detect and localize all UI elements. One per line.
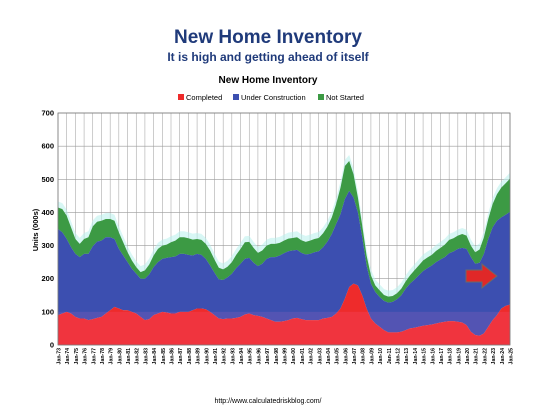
source-url: http://www.calculatedriskblog.com/ [214, 398, 322, 405]
x-tick-label: Jan-13 [404, 348, 410, 365]
x-tick-label: Jan-93 [230, 348, 236, 365]
forecast-arrow [465, 262, 498, 290]
page-subtitle: It is high and getting ahead of itself [167, 50, 369, 64]
x-tick-label: Jan-22 [482, 348, 488, 365]
y-tick-label: 700 [41, 109, 54, 118]
y-tick-label: 600 [41, 142, 54, 151]
x-tick-label: Jan-85 [161, 348, 167, 365]
x-tick-label: Jan-75 [74, 348, 80, 365]
x-tick-label: Jan-03 [317, 348, 323, 365]
x-tick-label: Jan-74 [65, 348, 71, 365]
x-tick-label: Jan-96 [256, 348, 262, 365]
x-tick-label: Jan-01 [300, 348, 306, 365]
x-tick-label: Jan-25 [509, 348, 515, 365]
legend-swatch-under-construction [233, 94, 239, 100]
x-tick-label: Jan-80 [117, 348, 123, 365]
x-tick-label: Jan-88 [187, 348, 193, 365]
legend-swatch-completed [178, 94, 184, 100]
x-tick-label: Jan-83 [143, 348, 149, 365]
y-tick-label: 400 [41, 208, 54, 217]
x-tick-label: Jan-90 [204, 348, 210, 365]
y-tick-label: 0 [50, 341, 54, 350]
legend-label-not-started: Not Started [326, 93, 364, 102]
page-title: New Home Inventory [174, 27, 362, 48]
x-tick-label: Jan-91 [213, 348, 219, 365]
legend-label-under-construction: Under Construction [241, 93, 306, 102]
x-tick-label: Jan-18 [448, 348, 454, 365]
x-tick-label: Jan-77 [91, 348, 97, 365]
x-tick-label: Jan-76 [83, 348, 89, 365]
x-tick-label: Jan-84 [152, 348, 158, 365]
x-tick-label: Jan-23 [491, 348, 497, 365]
x-tick-label: Jan-17 [439, 348, 445, 365]
x-tick-label: Jan-99 [283, 348, 289, 365]
legend-item-under-construction: Under Construction [233, 93, 306, 102]
x-tick-label: Jan-97 [265, 348, 271, 365]
x-tick-label: Jan-00 [291, 348, 297, 365]
x-tick-label: Jan-09 [369, 348, 375, 365]
legend-label-completed: Completed [186, 93, 222, 102]
x-tick-label: Jan-04 [326, 348, 332, 365]
legend-item-completed: Completed [178, 93, 222, 102]
y-axis-label: Units (000s) [31, 208, 40, 251]
x-tick-label: Jan-94 [239, 348, 245, 365]
legend: Completed Under Construction Not Started [178, 93, 364, 102]
x-tick-label: Jan-92 [222, 348, 228, 365]
x-tick-label: Jan-20 [465, 348, 471, 365]
legend-swatch-not-started [318, 94, 324, 100]
x-tick-label: Jan-07 [352, 348, 358, 365]
x-tick-label: Jan-24 [500, 348, 506, 365]
x-tick-label: Jan-87 [178, 348, 184, 365]
arrow-icon [465, 262, 498, 290]
x-tick-label: Jan-89 [196, 348, 202, 365]
y-tick-label: 500 [41, 175, 54, 184]
y-tick-label: 100 [41, 307, 54, 316]
area-under-construction [58, 190, 510, 336]
x-tick-label: Jan-15 [422, 348, 428, 365]
x-tick-label: Jan-19 [456, 348, 462, 365]
area-completed [58, 283, 510, 345]
chart-title: New Home Inventory [219, 75, 318, 86]
x-tick-label: Jan-73 [57, 348, 63, 365]
x-tick-label: Jan-12 [396, 348, 402, 365]
x-tick-label: Jan-10 [378, 348, 384, 365]
x-tick-label: Jan-08 [361, 348, 367, 365]
x-tick-label: Jan-02 [309, 348, 315, 365]
completed-highlight-band [58, 311, 510, 345]
legend-item-not-started: Not Started [318, 93, 364, 102]
y-tick-label: 200 [41, 274, 54, 283]
x-tick-label: Jan-79 [109, 348, 115, 365]
x-tick-label: Jan-06 [343, 348, 349, 365]
plot-area: 0 100 200 300 400 500 600 700 Jan-73 Jan-74 Jan-75… [41, 109, 514, 365]
x-tick-label: Jan-95 [248, 348, 254, 365]
y-tick-label: 300 [41, 241, 54, 250]
x-tick-label: Jan-82 [135, 348, 141, 365]
plot-border [57, 112, 511, 346]
x-tick-label: Jan-81 [126, 348, 132, 365]
x-tick-label: Jan-14 [413, 348, 419, 365]
x-tick-label: Jan-86 [170, 348, 176, 365]
x-tick-label: Jan-11 [387, 348, 393, 364]
x-tick-label: Jan-21 [474, 348, 480, 365]
x-tick-label: Jan-98 [274, 348, 280, 365]
x-tick-label: Jan-78 [100, 348, 106, 365]
x-tick-label: Jan-05 [335, 348, 341, 365]
x-tick-label: Jan-16 [430, 348, 436, 365]
